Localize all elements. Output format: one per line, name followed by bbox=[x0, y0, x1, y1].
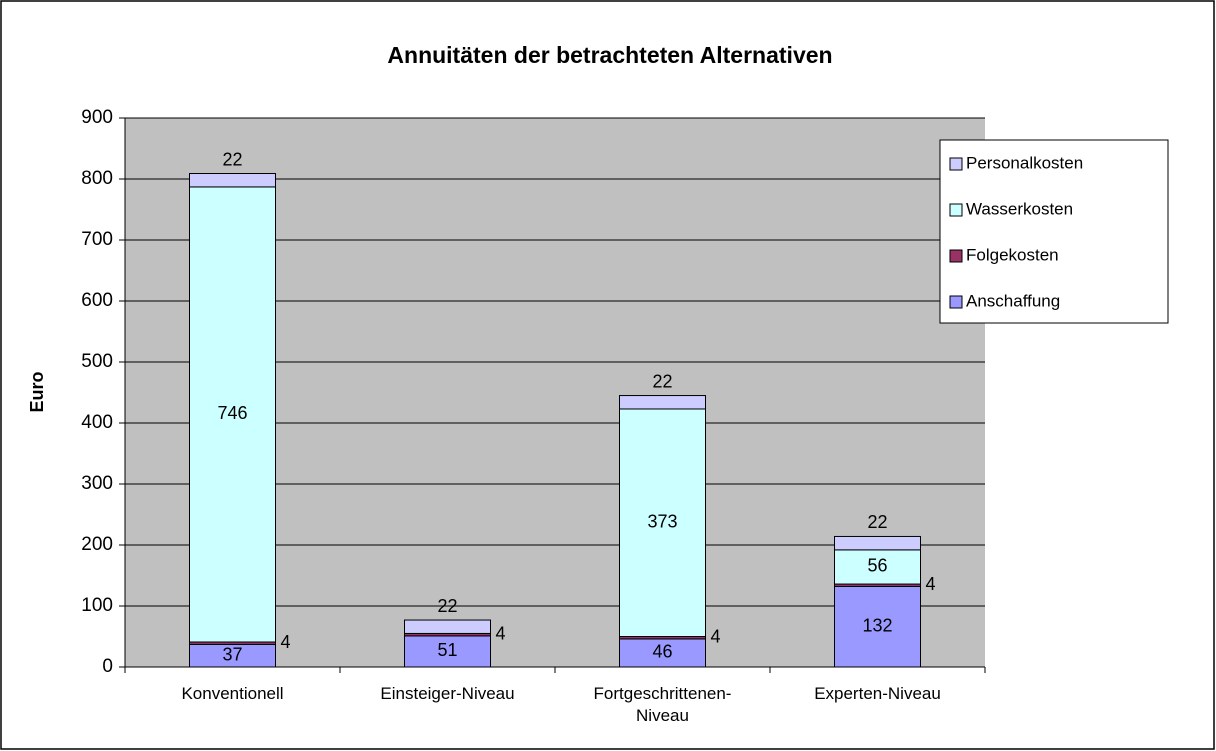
legend-swatch bbox=[949, 249, 963, 263]
bar-segment bbox=[189, 173, 276, 188]
data-label: 4 bbox=[711, 626, 721, 646]
data-label: 56 bbox=[867, 556, 887, 576]
data-label: 22 bbox=[222, 149, 242, 169]
data-label: 4 bbox=[496, 623, 506, 643]
bar-segment bbox=[619, 638, 706, 668]
bar-segment bbox=[834, 585, 921, 668]
bar-segment bbox=[619, 395, 706, 410]
y-tick-label: 800 bbox=[81, 168, 113, 189]
data-label: 22 bbox=[867, 512, 887, 532]
data-label: 22 bbox=[437, 596, 457, 616]
data-label: 46 bbox=[652, 642, 672, 662]
y-tick-label: 200 bbox=[81, 534, 113, 555]
bar-segment bbox=[404, 635, 491, 668]
x-tick-label: Fortgeschrittenen-Niveau bbox=[593, 684, 732, 725]
y-tick-label: 900 bbox=[81, 107, 113, 128]
x-tick-label: Einsteiger-Niveau bbox=[380, 684, 515, 703]
bar-segment bbox=[189, 186, 276, 643]
data-label: 22 bbox=[652, 371, 672, 391]
legend-swatch bbox=[949, 203, 963, 217]
chart-title: Annuitäten der betrachteten Alternativen bbox=[387, 42, 832, 68]
data-label: 373 bbox=[647, 511, 677, 531]
legend-swatch bbox=[949, 157, 963, 171]
y-tick-label: 400 bbox=[81, 412, 113, 433]
data-label: 132 bbox=[862, 615, 892, 635]
legend-swatch bbox=[949, 295, 963, 309]
y-tick-label: 100 bbox=[81, 595, 113, 616]
data-label: 4 bbox=[926, 574, 936, 594]
bar-segment bbox=[834, 549, 921, 585]
legend-label: Anschaffung bbox=[966, 291, 1060, 310]
y-tick-label: 300 bbox=[81, 473, 113, 494]
data-label: 4 bbox=[281, 632, 291, 652]
x-tick-label: Experten-Niveau bbox=[814, 684, 941, 703]
bar-segment bbox=[834, 535, 921, 551]
y-tick-label: 500 bbox=[81, 351, 113, 372]
legend-label: Folgekosten bbox=[966, 245, 1059, 264]
legend-box bbox=[939, 139, 1169, 324]
bar-segment bbox=[404, 619, 491, 634]
y-axis-label: Euro bbox=[27, 371, 47, 412]
legend-label: Personalkosten bbox=[966, 153, 1083, 172]
data-label: 51 bbox=[437, 640, 457, 660]
bar-segment bbox=[619, 408, 706, 637]
data-label: 746 bbox=[217, 403, 247, 423]
y-tick-label: 0 bbox=[102, 656, 113, 677]
data-label: 37 bbox=[222, 644, 242, 664]
x-tick-label: Konventionell bbox=[181, 684, 284, 703]
legend-label: Wasserkosten bbox=[966, 199, 1073, 218]
y-tick-label: 700 bbox=[81, 229, 113, 250]
y-tick-label: 600 bbox=[81, 290, 113, 311]
